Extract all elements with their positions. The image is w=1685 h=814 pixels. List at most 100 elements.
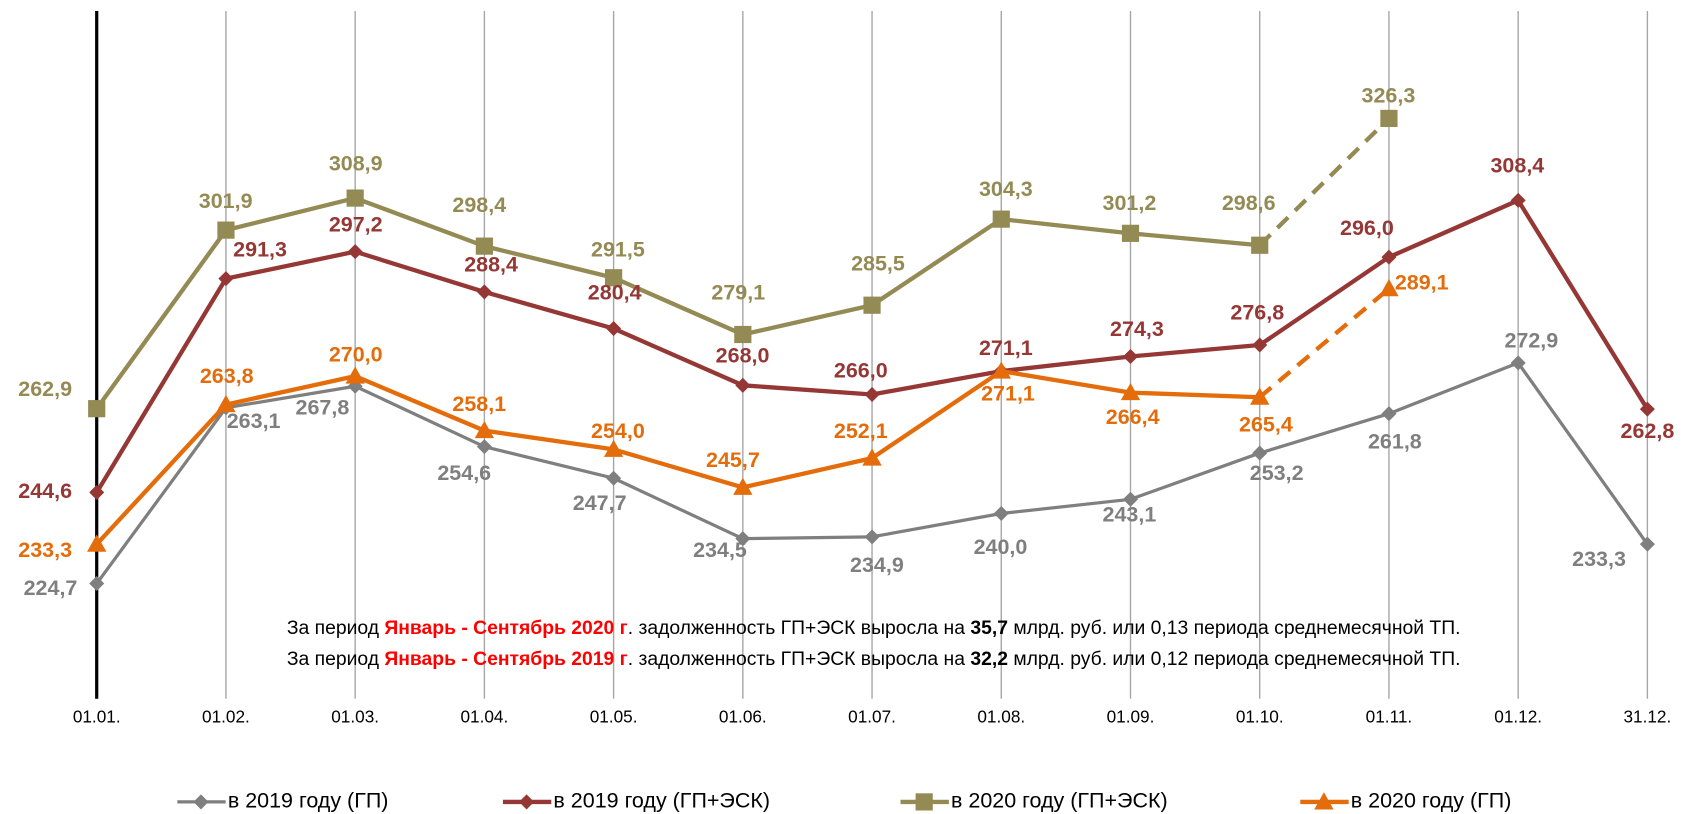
marker — [862, 448, 882, 466]
series-line — [94, 195, 1260, 410]
data-label: 261,8 — [1368, 430, 1422, 454]
marker — [345, 366, 365, 384]
data-label: 224,7 — [24, 576, 78, 600]
legend-label: в 2019 году (ГП) — [228, 789, 389, 813]
annotation: За период Январь - Сентябрь 2020 г. задо… — [287, 617, 1461, 639]
marker — [1381, 249, 1397, 265]
annotation-part: млрд. руб. или 0,12 периода среднемесячн… — [1008, 648, 1461, 670]
x-tick-label: 01.10. — [1236, 707, 1284, 727]
marker — [1380, 109, 1398, 128]
legend-marker — [193, 794, 209, 810]
annotation-part: 32,2 — [970, 648, 1008, 670]
legend: в 2019 году (ГП) в 2019 году (ГП+ЭСК) в 20… — [177, 789, 1511, 813]
marker — [347, 244, 363, 260]
marker — [346, 189, 364, 207]
annotation-part: Январь - Сентябрь 2019 г — [384, 648, 627, 670]
marker — [1379, 279, 1399, 297]
data-label: 258,1 — [452, 392, 506, 416]
marker — [1252, 445, 1268, 461]
x-tick-label: 01.11. — [1366, 707, 1413, 727]
annotation-part: . задолженность ГП+ЭСК выросла на — [628, 648, 971, 670]
legend-marker — [915, 793, 933, 811]
marker — [89, 576, 105, 592]
annotation-part: . задолженность ГП+ЭСК выросла на — [628, 617, 971, 639]
data-label: 262,9 — [18, 377, 72, 401]
data-label: 288,4 — [464, 252, 518, 276]
data-label: 233,3 — [18, 538, 72, 562]
data-label: 308,9 — [329, 151, 383, 175]
data-label: 304,3 — [979, 177, 1033, 201]
marker — [993, 505, 1009, 522]
data-label: 252,1 — [834, 419, 888, 443]
annotation-part: млрд. руб. или 0,13 периода среднемесячн… — [1008, 617, 1461, 639]
legend-marker — [1314, 792, 1334, 810]
data-label: 234,5 — [693, 538, 747, 562]
x-tick-label: 01.03. — [331, 707, 379, 727]
annotation-part: За период — [287, 617, 385, 639]
marker — [603, 439, 624, 457]
marker — [1120, 382, 1141, 401]
data-label: 266,0 — [834, 359, 888, 383]
marker — [864, 386, 880, 402]
data-label: 265,4 — [1239, 412, 1293, 436]
data-label: 271,1 — [979, 336, 1033, 360]
data-label: 289,1 — [1395, 271, 1449, 295]
data-label: 271,1 — [981, 381, 1035, 405]
marker — [217, 221, 235, 239]
marker — [1251, 236, 1269, 254]
data-label: 266,4 — [1106, 405, 1160, 429]
data-label: 262,8 — [1621, 419, 1675, 443]
data-label: 291,5 — [591, 237, 645, 261]
marker — [87, 534, 107, 552]
data-label: 274,3 — [1110, 317, 1164, 341]
data-label: 279,1 — [711, 280, 765, 304]
x-tick-label: 01.02. — [202, 707, 250, 727]
labels: 224,7 263,1 267,8 254,6 247,7 234,5 234,9 240,0… — [18, 84, 1674, 600]
x-tick-label: 01.07. — [848, 707, 896, 727]
legend-label: в 2020 году (ГП) — [1351, 789, 1512, 813]
annotation: За период Январь - Сентябрь 2019 г. задо… — [287, 648, 1461, 670]
data-label: 233,3 — [1572, 547, 1626, 571]
annotation-part: Январь - Сентябрь 2020 г — [384, 617, 627, 639]
data-label: 285,5 — [851, 251, 905, 275]
data-label: 296,0 — [1340, 216, 1394, 240]
lines — [87, 109, 1655, 592]
x-tick-label: 31.12. — [1623, 707, 1671, 727]
legend-label: в 2019 году (ГП+ЭСК) — [553, 789, 770, 813]
marker — [474, 420, 495, 439]
marker — [734, 325, 752, 344]
data-label: 298,4 — [452, 193, 506, 217]
data-label: 253,2 — [1250, 461, 1304, 485]
data-label: 243,1 — [1103, 503, 1157, 527]
series-line — [1258, 116, 1391, 247]
data-label: 326,3 — [1362, 84, 1416, 108]
marker — [733, 477, 753, 495]
marker — [606, 321, 622, 337]
marker — [89, 484, 105, 500]
data-label: 270,0 — [329, 343, 383, 367]
marker — [992, 210, 1010, 228]
marker — [1122, 491, 1139, 507]
data-label: 280,4 — [588, 280, 642, 304]
data-label: 308,4 — [1490, 153, 1544, 177]
data-label: 247,7 — [573, 491, 627, 515]
series-line — [1258, 287, 1391, 399]
marker — [216, 394, 236, 413]
x-tick-label: 01.06. — [719, 707, 767, 727]
data-label: 272,9 — [1504, 329, 1558, 353]
data-label: 254,0 — [591, 419, 645, 443]
marker — [1510, 355, 1526, 371]
x-tick-label: 01.01. — [73, 707, 121, 727]
marker — [1250, 387, 1270, 405]
data-label: 245,7 — [706, 448, 760, 472]
x-tick-label: 01.08. — [977, 707, 1025, 727]
data-label: 297,2 — [329, 213, 383, 237]
annotation-part: За период — [287, 648, 385, 670]
data-label: 267,8 — [296, 395, 350, 419]
marker — [1381, 406, 1397, 422]
marker — [606, 470, 622, 486]
x-tick-label: 01.04. — [460, 707, 508, 727]
marker — [991, 361, 1011, 379]
data-label: 234,9 — [850, 553, 904, 577]
